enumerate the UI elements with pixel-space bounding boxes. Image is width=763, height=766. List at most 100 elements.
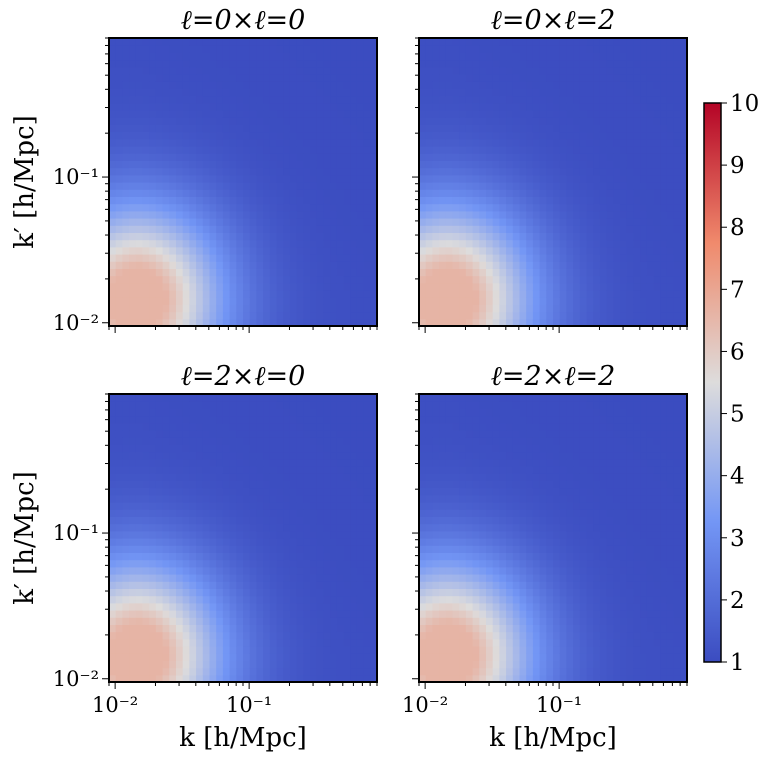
heatmap-cell [236, 566, 244, 575]
heatmap-cell [189, 153, 197, 161]
heatmap-cell [553, 131, 561, 140]
heatmap-cell [492, 189, 500, 197]
heatmap-cell [256, 552, 264, 561]
heatmap-cell [653, 117, 661, 125]
heatmap-cell [122, 638, 130, 647]
heatmap-cell [155, 523, 164, 532]
heatmap-cell [666, 189, 675, 197]
heatmap-cell [633, 45, 641, 53]
heatmap-cell [465, 246, 474, 255]
heatmap-cell [519, 297, 527, 305]
heatmap-cell [129, 646, 137, 654]
heatmap-cell [296, 246, 304, 255]
heatmap-cell [162, 415, 170, 424]
heatmap-cell [303, 254, 311, 262]
heatmap-cell [115, 494, 123, 503]
heatmap-cell [202, 487, 211, 496]
heatmap-cell [666, 290, 675, 298]
heatmap-cell [115, 304, 123, 313]
heatmap-cell [370, 66, 378, 75]
heatmap-cell [579, 304, 588, 313]
heatmap-cell [573, 52, 581, 61]
heatmap-cell [216, 631, 224, 640]
heatmap-cell [620, 232, 628, 241]
heatmap-cell [229, 509, 237, 517]
heatmap-cell [660, 66, 668, 75]
heatmap-cell [129, 523, 137, 532]
heatmap-cell [109, 617, 117, 625]
heatmap-cell [363, 102, 371, 111]
heatmap-cell [169, 494, 177, 503]
heatmap-cell [256, 444, 264, 453]
heatmap-cell [363, 290, 371, 298]
heatmap-cell [155, 268, 164, 277]
heatmap-cell [356, 52, 365, 61]
heatmap-cell [445, 167, 454, 176]
y-tick-label: 10⁻¹ [53, 521, 99, 545]
heatmap-cell [129, 52, 137, 61]
heatmap-cell [155, 261, 164, 269]
heatmap-cell [512, 102, 521, 111]
heatmap-cell [419, 394, 427, 402]
heatmap-cell [263, 473, 271, 481]
heatmap-cell [263, 538, 271, 546]
heatmap-cell [566, 110, 574, 118]
heatmap-cell [303, 81, 311, 89]
heatmap-cell [263, 552, 271, 561]
heatmap-cell [149, 174, 157, 183]
heatmap-cell [196, 254, 204, 262]
heatmap-cell [189, 131, 197, 140]
heatmap-cell [613, 210, 621, 219]
heatmap-cell [472, 225, 480, 233]
heatmap-cell [256, 146, 264, 154]
heatmap-cell [336, 45, 345, 53]
heatmap-cell [189, 124, 197, 133]
heatmap-cell [169, 646, 177, 654]
heatmap-cell [149, 275, 157, 284]
heatmap-cell [553, 88, 561, 97]
heatmap-cell [196, 674, 204, 683]
heatmap-cell [182, 487, 190, 496]
heatmap-cell [263, 246, 271, 255]
heatmap-cell [129, 487, 137, 496]
heatmap-cell [129, 117, 137, 125]
heatmap-cell [479, 203, 487, 212]
heatmap-cell [296, 566, 304, 575]
heatmap-cell [350, 95, 358, 104]
heatmap-cell [303, 473, 311, 481]
heatmap-cell [243, 646, 251, 654]
heatmap-cell [196, 66, 204, 75]
heatmap-cell [606, 124, 614, 133]
heatmap-cell [573, 182, 581, 190]
heatmap-cell [350, 102, 358, 111]
heatmap-cell [189, 275, 197, 284]
heatmap-cell [122, 81, 130, 89]
heatmap-cell [276, 530, 284, 539]
heatmap-cell [135, 394, 144, 402]
heatmap-cell [155, 311, 164, 320]
heatmap-cell [519, 52, 527, 61]
heatmap-cell [169, 246, 177, 255]
heatmap-cell [303, 95, 311, 104]
heatmap-cell [129, 595, 137, 604]
heatmap-cell [653, 290, 661, 298]
heatmap-cell [222, 487, 231, 496]
heatmap-cell [202, 88, 211, 97]
heatmap-cell [135, 530, 144, 539]
heatmap-cell [115, 74, 123, 82]
heatmap-cell [229, 117, 237, 125]
heatmap-cell [363, 95, 371, 104]
heatmap-cell [189, 59, 197, 68]
heatmap-cell [129, 66, 137, 75]
heatmap-cell [425, 667, 433, 676]
heatmap-cell [249, 458, 257, 467]
heatmap-cell [593, 182, 601, 190]
heatmap-cell [196, 160, 204, 169]
heatmap-cell [243, 182, 251, 190]
heatmap-cell [626, 45, 634, 53]
heatmap-cell [310, 466, 318, 474]
heatmap-cell [573, 318, 581, 327]
heatmap-cell [182, 422, 190, 431]
heatmap-cell [343, 74, 351, 82]
heatmap-cell [169, 225, 177, 233]
